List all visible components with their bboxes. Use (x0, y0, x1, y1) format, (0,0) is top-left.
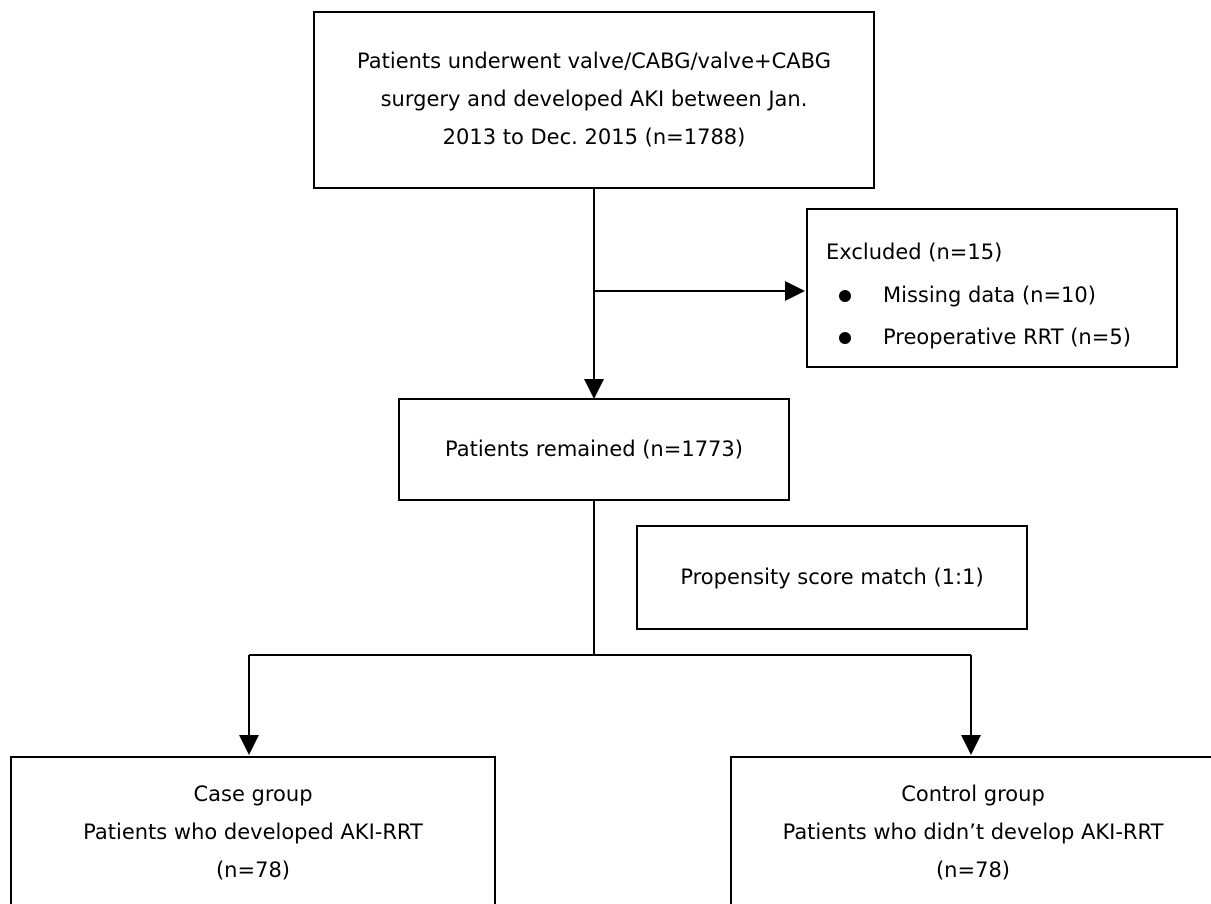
box (806, 208, 1178, 368)
bullet (839, 332, 851, 344)
node-text: (n=78) (936, 858, 1010, 882)
box (10, 756, 496, 904)
node-text: Patients who didn’t develop AKI-RRT (783, 820, 1164, 844)
box (313, 11, 875, 189)
box (398, 398, 790, 501)
node-item: Missing data (n=10) (883, 283, 1096, 307)
node-title: Excluded (n=15) (826, 240, 1002, 264)
node-text: Case group (193, 782, 312, 806)
node-text: Patients remained (n=1773) (445, 437, 743, 461)
node-text: Patients underwent valve/CABG/valve+CABG (357, 49, 831, 73)
node-text: surgery and developed AKI between Jan. (381, 87, 808, 111)
node-text: Propensity score match (1:1) (680, 565, 983, 589)
box (730, 756, 1211, 904)
node-text: (n=78) (216, 858, 290, 882)
bullet (839, 290, 851, 302)
node-text: Control group (901, 782, 1045, 806)
node-item: Preoperative RRT (n=5) (883, 325, 1131, 349)
node-text: Patients who developed AKI-RRT (83, 820, 423, 844)
node-text: 2013 to Dec. 2015 (n=1788) (443, 125, 746, 149)
box (636, 525, 1028, 630)
